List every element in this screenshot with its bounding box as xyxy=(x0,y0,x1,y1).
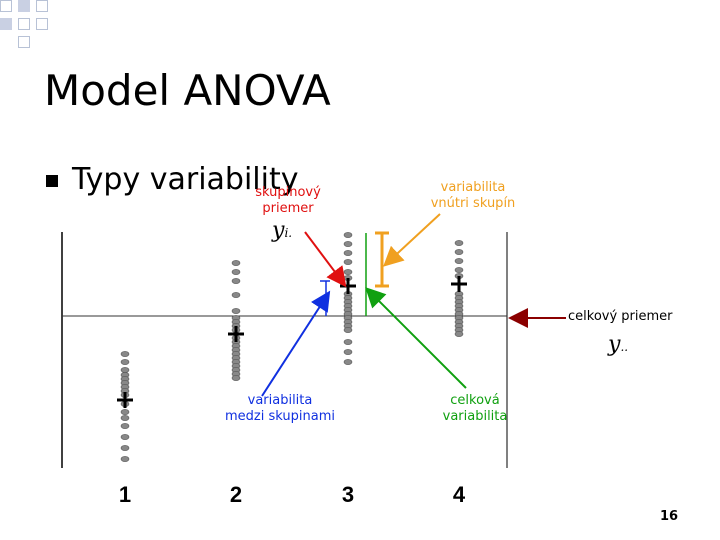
page-number: 16 xyxy=(660,509,679,524)
x-tick-label: 1 xyxy=(119,482,131,507)
corner-square xyxy=(0,18,12,30)
within-label: variabilita vnútri skupín xyxy=(430,180,516,211)
corner-square xyxy=(0,0,12,12)
total-arrow xyxy=(365,287,467,389)
group-mean-arrow xyxy=(304,231,347,288)
total-label: celková variabilita xyxy=(442,393,508,424)
overall-mean-symbol: y.. xyxy=(608,332,629,357)
group-1-points xyxy=(120,351,130,462)
corner-square xyxy=(36,0,48,12)
x-tick-label: 2 xyxy=(230,482,242,507)
group-mean-symbol: yi. xyxy=(272,218,293,243)
group-3-points xyxy=(343,232,353,365)
corner-square xyxy=(18,0,30,12)
group-mean-subscript: i. xyxy=(284,226,293,240)
group-mean-label: skupinový priemer xyxy=(255,185,321,216)
group-2-points xyxy=(231,260,241,381)
within-arrow xyxy=(383,213,441,267)
x-tick-label: 4 xyxy=(453,482,466,507)
x-tick-label: 3 xyxy=(342,482,354,507)
within-bracket xyxy=(375,231,389,288)
slide-title: Model ANOVA xyxy=(44,66,331,115)
overall-mean-subscript: .. xyxy=(620,340,629,354)
group-4-points xyxy=(454,240,464,337)
between-arrow xyxy=(261,290,331,397)
overall-mean-label: celkový priemer xyxy=(568,309,673,324)
group-mean-crosses xyxy=(117,276,467,408)
corner-square xyxy=(18,18,30,30)
bullet-square-icon xyxy=(46,175,58,187)
corner-square xyxy=(36,18,48,30)
between-label: variabilita medzi skupinami xyxy=(225,393,335,424)
bullet-text: Typy variability xyxy=(72,162,299,197)
corner-square xyxy=(18,36,30,48)
